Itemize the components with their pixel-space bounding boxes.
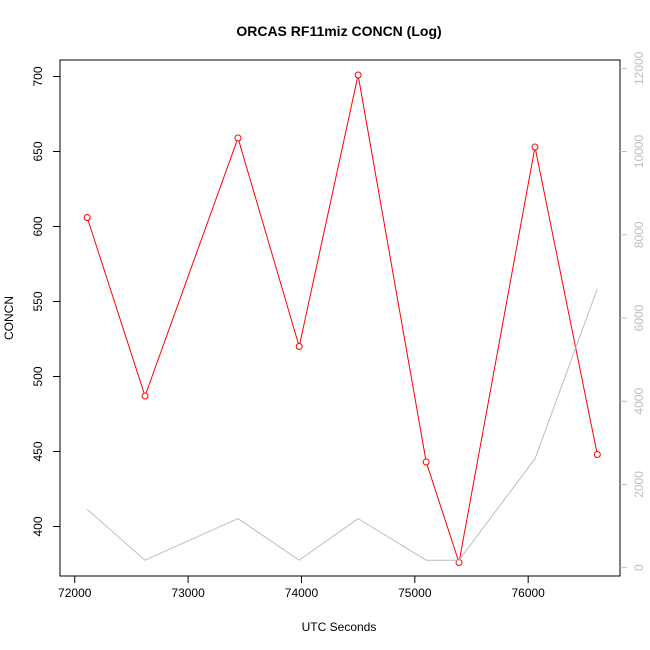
y-tick-label: 650: [31, 141, 45, 161]
y-tick-label: 550: [31, 291, 45, 311]
data-point: [234, 134, 242, 142]
data-point: [531, 143, 539, 151]
y-tick-label: 700: [31, 66, 45, 86]
y2-tick-label: 8000: [632, 221, 646, 248]
x-axis: 72000 73000 74000 75000 76000: [58, 576, 545, 600]
series-layer: [83, 71, 601, 566]
x-axis-label: UTC Seconds: [302, 620, 377, 634]
data-point: [295, 343, 303, 350]
y2-tick-label: 6000: [632, 304, 646, 331]
x-tick-label: 76000: [511, 586, 545, 600]
plot-frame: [59, 59, 621, 577]
data-point: [83, 214, 91, 221]
x-tick-label: 72000: [58, 586, 92, 600]
data-point: [422, 458, 430, 466]
y-tick-label: 500: [31, 366, 45, 386]
y-tick-label: 400: [31, 516, 45, 536]
y-axis-right: 0 2000 4000 6000 8000 10000 12000: [620, 51, 646, 571]
y2-tick-label: 10000: [632, 135, 646, 169]
data-point: [141, 392, 149, 400]
series-line-right: [86, 288, 598, 561]
x-tick-label: 75000: [398, 586, 432, 600]
y-tick-label: 600: [31, 216, 45, 236]
x-tick-label: 73000: [171, 586, 205, 600]
y2-tick-label: 4000: [632, 388, 646, 415]
data-point: [354, 71, 362, 79]
x-tick-label: 74000: [285, 586, 319, 600]
y-tick-label: 450: [31, 441, 45, 461]
y-axis-left: 400 450 500 550 600 650 700: [31, 66, 60, 537]
y2-tick-label: 0: [632, 564, 646, 571]
y2-tick-label: 2000: [632, 471, 646, 498]
data-point: [593, 451, 601, 458]
series-line-left: [86, 74, 598, 563]
chart-title: ORCAS RF11miz CONCN (Log): [236, 23, 441, 39]
y2-tick-label: 12000: [632, 51, 646, 85]
y-axis-label: CONCN: [2, 296, 16, 340]
